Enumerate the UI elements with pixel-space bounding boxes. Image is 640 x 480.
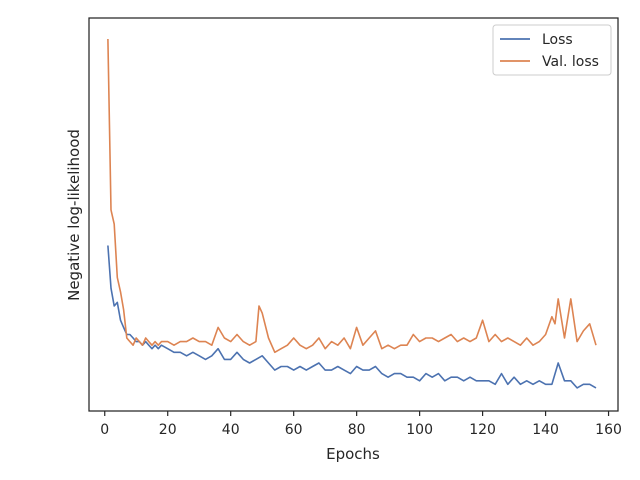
x-axis-label: Epochs xyxy=(326,445,380,463)
legend-label-loss: Loss xyxy=(542,32,573,48)
x-tick-label-160: 160 xyxy=(595,422,622,438)
y-axis-label: Negative log-likelihood xyxy=(65,129,83,301)
x-tick-label-100: 100 xyxy=(406,422,433,438)
series-line-val-loss xyxy=(107,38,597,354)
x-tick-label-60: 60 xyxy=(285,422,303,438)
plot-frame xyxy=(88,17,619,412)
legend: Loss Val. loss xyxy=(492,24,612,76)
x-tick-label-80: 80 xyxy=(348,422,366,438)
legend-label-val-loss: Val. loss xyxy=(542,54,599,70)
x-tick-label-140: 140 xyxy=(532,422,559,438)
x-tick-label-20: 20 xyxy=(159,422,177,438)
series-layer xyxy=(107,38,597,389)
x-tick-label-0: 0 xyxy=(100,422,109,438)
x-tick-label-40: 40 xyxy=(222,422,240,438)
x-tick-label-120: 120 xyxy=(469,422,496,438)
series-line-loss xyxy=(107,245,597,389)
legend-frame xyxy=(492,24,612,76)
x-axis: 0 20 40 60 80 100 120 140 160 xyxy=(100,411,622,438)
